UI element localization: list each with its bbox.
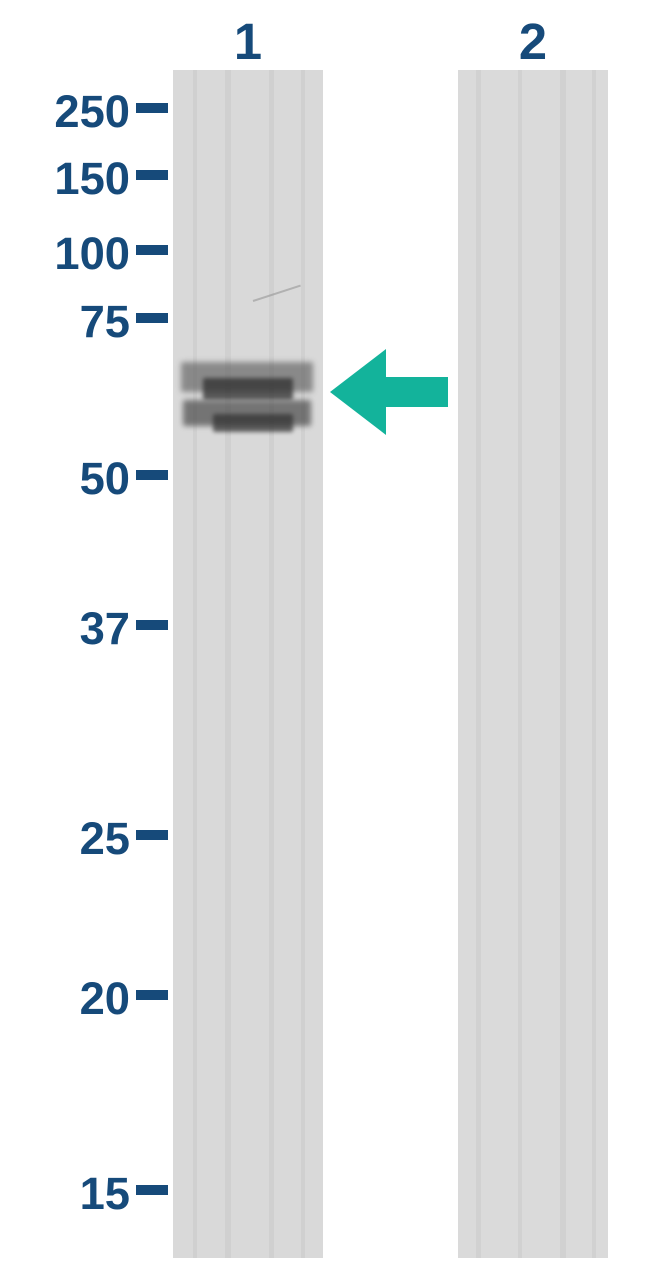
ladder-tick (136, 103, 168, 113)
ladder-tick (136, 990, 168, 1000)
ladder-tick (136, 170, 168, 180)
ladder-tick (136, 830, 168, 840)
ladder-label: 37 (80, 603, 130, 655)
arrow-stem (386, 377, 448, 407)
lane-streak (225, 70, 231, 1258)
arrow-head-icon (330, 349, 386, 435)
target-arrow (330, 349, 448, 435)
ladder-tick (136, 245, 168, 255)
blot-band (213, 414, 293, 432)
ladder-tick (136, 313, 168, 323)
lane-streak (193, 70, 197, 1258)
lane-streak (518, 70, 522, 1258)
ladder-label: 25 (80, 813, 130, 865)
ladder-tick (136, 1185, 168, 1195)
blot-canvas: 1 2 250 150 100 75 50 37 25 20 15 (0, 0, 650, 1270)
lane-streak (269, 70, 274, 1258)
ladder-label: 250 (54, 86, 130, 138)
ladder-label: 15 (80, 1168, 130, 1220)
lane-streak (476, 70, 481, 1258)
ladder-label: 75 (80, 296, 130, 348)
blot-band (203, 378, 293, 400)
lane-streak (560, 70, 566, 1258)
ladder-label: 100 (54, 228, 130, 280)
ladder-label: 20 (80, 973, 130, 1025)
ladder-label: 50 (80, 453, 130, 505)
lane-2-label: 2 (503, 12, 563, 71)
ladder-tick (136, 620, 168, 630)
lane-streak (301, 70, 305, 1258)
ladder-label: 150 (54, 153, 130, 205)
ladder-tick (136, 470, 168, 480)
lane-1-label: 1 (218, 12, 278, 71)
lane-streak (592, 70, 596, 1258)
